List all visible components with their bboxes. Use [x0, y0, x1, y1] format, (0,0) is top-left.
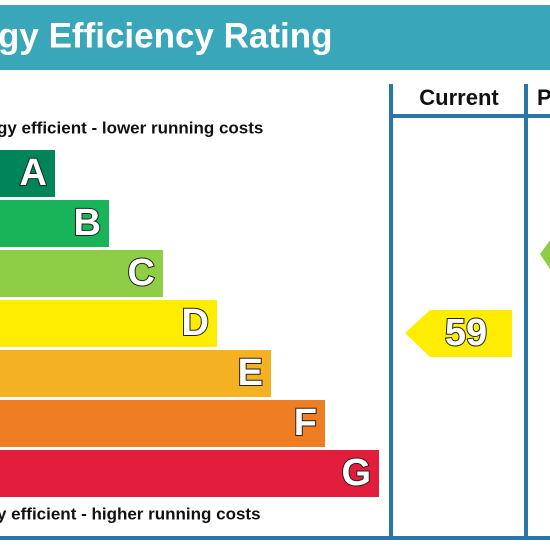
band	[0, 200, 109, 247]
band-letter: C	[128, 252, 155, 294]
column-header: Current	[419, 85, 499, 110]
band-letter: A	[20, 152, 47, 194]
band	[0, 250, 163, 297]
title: gy Efficiency Rating	[0, 16, 333, 55]
band-letter: D	[182, 302, 209, 344]
band-letter: B	[74, 202, 101, 244]
top-note: gy efficient - lower running costs	[0, 118, 263, 137]
band	[0, 350, 271, 397]
band	[0, 300, 217, 347]
band	[0, 400, 325, 447]
potential-arrow	[540, 240, 550, 269]
band-letter: E	[238, 352, 263, 394]
current-rating: 59	[445, 312, 487, 354]
band-letter: G	[341, 452, 371, 494]
band-letter: F	[294, 402, 317, 444]
current-arrow	[405, 310, 512, 357]
band	[0, 450, 379, 497]
bottom-note: y efficient - higher running costs	[0, 504, 261, 523]
column-header: P	[537, 85, 550, 110]
title-bar	[0, 5, 550, 70]
band	[0, 150, 55, 197]
